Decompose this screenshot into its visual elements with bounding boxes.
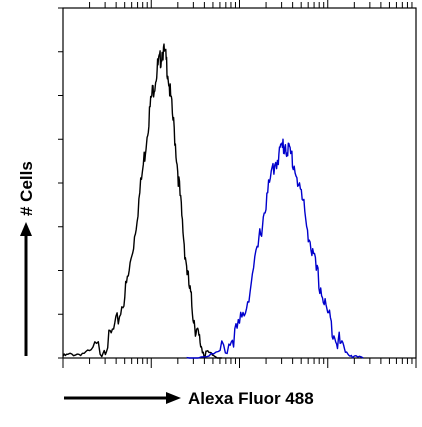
- y-axis-ticks: [58, 7, 63, 359]
- y-axis-label: # Cells: [17, 161, 36, 216]
- histogram-series-line: [62, 43, 222, 359]
- x-axis-ticks: [62, 0, 417, 368]
- x-axis-arrow-head: [166, 392, 181, 404]
- y-axis-arrow-head: [20, 222, 32, 236]
- histogram-series-line: [186, 138, 364, 359]
- x-axis-label: Alexa Fluor 488: [188, 389, 314, 408]
- series-group: [62, 43, 364, 359]
- plot-frame: [62, 7, 417, 359]
